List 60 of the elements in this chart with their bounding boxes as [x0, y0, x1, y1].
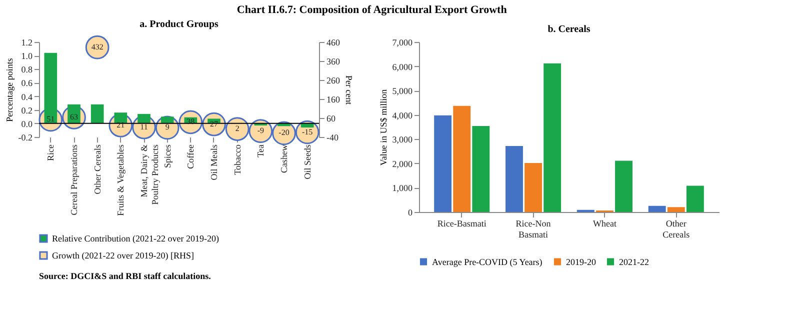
x-tick-label: Other Cereals	[662, 218, 690, 240]
x-tick-label: Coffee	[186, 144, 196, 169]
x-tick-label: Fruits & Vegetables	[116, 144, 126, 216]
x-tick-label: Oil Meals	[209, 144, 219, 180]
y-axis-title: Value in US$ million	[378, 88, 388, 166]
y-tick-label: 0.2	[21, 105, 32, 116]
source-note: Source: DGCI&S and RBI staff calculations.	[39, 271, 211, 281]
legend-label: Growth (2021-22 over 2019-20) [RHS]	[52, 250, 194, 260]
y-tick-label: 6,000	[392, 62, 413, 72]
data-label: 27	[210, 119, 218, 128]
y2-tick-label: 360	[326, 56, 340, 66]
data-label: 432	[91, 42, 104, 52]
y2-tick-label: 160	[326, 94, 340, 104]
y2-tick-label: 260	[326, 76, 340, 86]
y-tick-label: 5,000	[392, 86, 413, 96]
y-tick-label: 0.0	[21, 118, 33, 129]
y2-tick-label: 460	[326, 38, 340, 48]
legend-label: 2019-20	[566, 256, 596, 267]
x-tick-label: Tea	[256, 144, 266, 158]
x-tick-label: Cereal Preparations	[69, 144, 79, 216]
x-tick-label: Oil Seeds	[302, 144, 312, 180]
x-tick-label: Rice-Basmati	[437, 218, 487, 228]
legend-label: Relative Contribution (2021-22 over 2019-20)	[52, 234, 219, 244]
y-tick-label: 1,000	[392, 183, 413, 194]
x-tick-label: Spices	[162, 144, 172, 168]
y-tick-label: 0.8	[21, 64, 33, 75]
data-label: 2	[235, 124, 240, 134]
x-tick-label: Cashew	[279, 144, 289, 173]
legend-label: 2021-22	[619, 256, 649, 267]
y-tick-label: 1.2	[21, 38, 32, 48]
legend-label: Average Pre-COVID (5 Years)	[432, 256, 542, 267]
x-tick-label: Rice	[46, 144, 56, 161]
data-label: -15	[302, 127, 313, 136]
y-tick-label: 4,000	[392, 110, 413, 120]
x-tick-label: Other Cereals	[92, 144, 102, 194]
text: Chart II.6.7: Composition of Agricultural Export Growth	[236, 4, 507, 16]
data-label: -20	[278, 128, 290, 138]
y2-tick-label: 60	[326, 114, 336, 124]
data-label: 51	[46, 114, 55, 124]
y-tick-label: 0.4	[21, 92, 33, 102]
y-axis-title: Percentage points	[4, 58, 14, 122]
y2-axis-title: Per cent	[344, 75, 354, 106]
x-tick-label: Tobacco	[232, 144, 242, 175]
y-tick-label: 3,000	[392, 134, 413, 145]
data-label: -9	[257, 126, 264, 136]
y2-tick-label: -40	[326, 132, 339, 142]
y-tick-label: 0.6	[21, 78, 33, 88]
y-tick-label: -0.2	[18, 132, 32, 142]
chart-title: a. Product Groups	[140, 19, 219, 30]
data-label: 63	[70, 112, 78, 122]
y-tick-label: 0	[408, 208, 413, 218]
x-tick-label: Wheat	[592, 218, 617, 228]
y-tick-label: 1.0	[21, 51, 33, 62]
x-tick-label: Meat, Dairy & Poultry Products	[139, 144, 160, 205]
y-tick-label: 7,000	[392, 38, 413, 48]
x-tick-label: Rice-Non Basmati	[516, 218, 552, 240]
y-tick-label: 2,000	[392, 158, 413, 169]
data-label: 11	[140, 122, 148, 132]
chart-title: b. Cereals	[548, 24, 590, 35]
data-label: 9	[165, 122, 170, 132]
